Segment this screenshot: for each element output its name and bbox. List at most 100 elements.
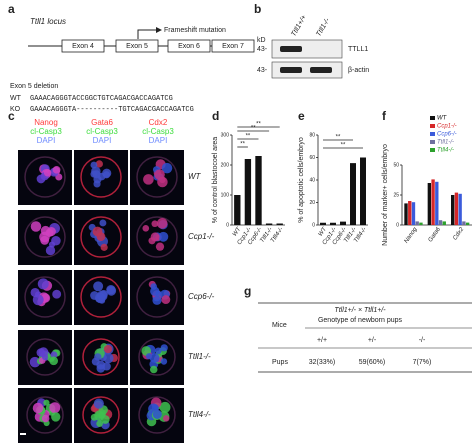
panel-label: f — [382, 109, 387, 123]
cell — [96, 420, 103, 427]
x-tick-label: WT — [318, 226, 329, 238]
legend-label: Ccp6-/- — [437, 132, 457, 138]
cell — [36, 174, 46, 184]
band — [280, 67, 302, 73]
y-tick-label: 80 — [309, 132, 315, 138]
table-cell: 7(7%) — [413, 359, 432, 366]
annotation: ** — [246, 134, 251, 140]
bar — [419, 222, 423, 225]
cell — [159, 401, 171, 413]
exon-label: Exon 6 — [178, 43, 200, 50]
embryo-outline — [26, 338, 64, 376]
bar — [350, 163, 356, 225]
protein: β-actin — [348, 67, 369, 74]
annotation: ** — [256, 122, 261, 128]
y-tick-label: 50 — [393, 162, 399, 168]
cross: Ttll1+/- × Ttll1+/- — [334, 307, 386, 314]
bar — [408, 201, 412, 225]
row-name: WT — [10, 95, 22, 102]
cell — [160, 358, 168, 365]
panel-label: c — [8, 109, 15, 123]
exon — [61, 39, 105, 53]
cell — [103, 352, 114, 364]
legend-swatch — [430, 140, 435, 144]
exon — [167, 39, 211, 53]
cell — [45, 245, 56, 256]
bar — [415, 221, 419, 225]
cell — [151, 220, 159, 228]
cell — [155, 347, 162, 355]
bar — [435, 181, 439, 225]
table-subtitle: Genotype of newborn pups — [318, 317, 403, 324]
embryo-outline — [136, 276, 178, 318]
bar — [454, 192, 459, 225]
row-name: KO — [10, 106, 21, 113]
annotation: ** — [251, 126, 256, 132]
legend-label: Ccp1-/- — [437, 124, 457, 130]
bar — [438, 220, 443, 225]
genotype: +/+ — [317, 337, 327, 344]
row-head: Mice — [272, 322, 287, 329]
embryo-outline — [24, 276, 66, 318]
sequence: GAAACAGGGTACCGGCTGTCAGACGACCAGATCG — [30, 95, 173, 103]
cell — [43, 399, 50, 406]
channel-label: cl-Casp3 — [30, 127, 62, 136]
channel-label: Cdx2 — [149, 118, 168, 127]
bar — [411, 202, 416, 225]
panel-label: g — [244, 284, 251, 298]
mutation-arrow — [137, 29, 156, 39]
band — [280, 46, 302, 52]
blot — [271, 61, 343, 79]
cell — [149, 365, 158, 374]
cell — [41, 414, 50, 423]
legend-swatch — [430, 116, 435, 120]
embryo-outline — [26, 396, 64, 434]
cell — [156, 218, 168, 229]
embryo-outline — [82, 396, 120, 434]
cell — [152, 295, 162, 305]
bar — [330, 222, 336, 225]
cell — [37, 278, 49, 290]
embryo-outline — [24, 216, 66, 258]
y-axis-label: % of apoptotic cells/embryo — [298, 137, 305, 223]
cell — [41, 353, 49, 361]
channel-label: cl-Casp3 — [86, 127, 118, 136]
embryo-outline — [80, 276, 122, 318]
row-label: WT — [188, 172, 202, 181]
lane-label: Ttll1-/- — [315, 17, 331, 38]
cell — [157, 176, 168, 188]
row-label: Ttll4-/- — [188, 410, 211, 419]
genotype: +/- — [368, 337, 377, 344]
y-tick-label: 0 — [396, 222, 399, 228]
channel-label: cl-Casp3 — [142, 127, 174, 136]
y-tick-label: 0 — [226, 222, 229, 228]
cell — [43, 169, 52, 177]
deletion-label: Exon 5 deletion — [10, 83, 58, 90]
cell — [99, 293, 107, 301]
cell — [106, 284, 116, 295]
blot — [271, 39, 343, 59]
legend-label: Ttll1-/- — [437, 140, 454, 146]
annotation: ** — [336, 135, 341, 141]
channel-label: DAPI — [93, 136, 112, 145]
exon-label: Exon 4 — [72, 43, 94, 50]
bar — [276, 223, 283, 225]
unit: kD — [257, 37, 266, 44]
y-tick-label: 0 — [312, 222, 315, 228]
micrographs: Nanogcl-Casp3DAPIGata6cl-Casp3DAPICdx2cl… — [18, 118, 215, 443]
bar — [465, 222, 470, 225]
cell — [103, 344, 113, 354]
sequence: GAAACAGGGTA----------TGTCAGACGACCAGATCG — [30, 106, 194, 114]
y-tick-label: 100 — [221, 192, 230, 198]
legend-swatch — [430, 132, 435, 136]
cell — [161, 162, 173, 174]
locus-title: Ttll1 locus — [30, 17, 66, 26]
y-tick-label: 300 — [221, 132, 230, 138]
arrow-head — [156, 27, 162, 33]
bar — [320, 222, 326, 225]
row-name: Pups — [272, 359, 288, 366]
mutation-label: Frameshift mutation — [164, 27, 226, 34]
panel-label: d — [212, 109, 219, 123]
cell — [49, 356, 59, 366]
bar — [360, 157, 366, 225]
